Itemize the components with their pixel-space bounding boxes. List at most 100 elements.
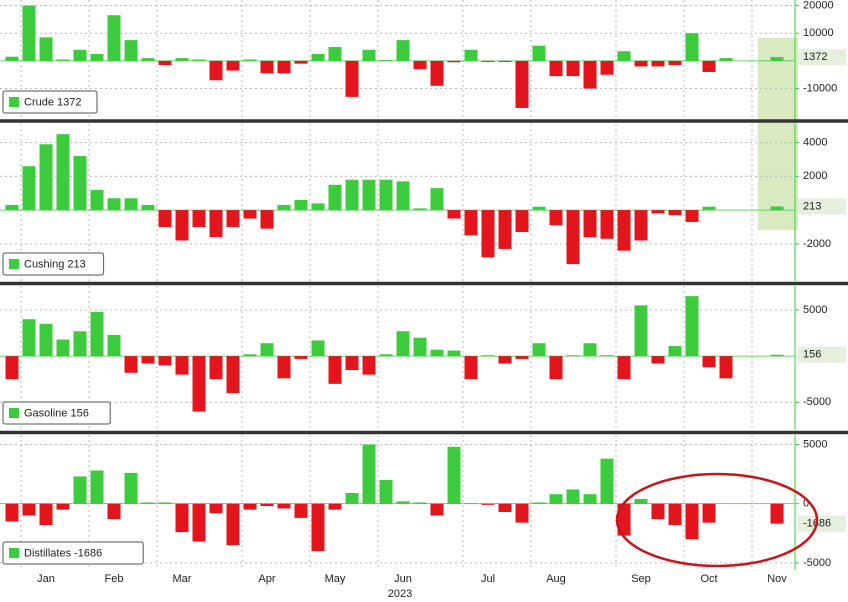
bar [73,331,87,357]
x-tick-label: Feb [105,573,124,585]
bar [396,181,410,211]
legend: Cushing 213 [2,252,105,276]
value-label-box [798,346,846,363]
bar [634,210,648,241]
bar [73,476,87,504]
bar [651,210,665,214]
bar [294,356,308,359]
bar [158,502,172,504]
bar [107,503,121,520]
bar [328,356,342,384]
bar [345,356,359,370]
bar [56,503,70,510]
bar [56,339,70,357]
legend: Distillates -1686 [2,541,144,565]
bar [464,210,478,236]
y-tick-label: 4000 [803,136,827,148]
bar [260,503,274,507]
bar [22,319,36,357]
bar [481,355,495,357]
bar [175,58,189,61]
bar [192,59,206,61]
bar [532,502,546,504]
bar [566,355,580,357]
bar [345,493,359,504]
bar [549,494,563,504]
legend-label: Cushing 213 [24,258,86,270]
bar [243,210,257,219]
bar [634,498,648,504]
bar [651,60,665,67]
bar [362,179,376,211]
bar [5,503,19,522]
bar [617,51,631,61]
bar [634,305,648,357]
bar [464,356,478,380]
bar [277,205,291,211]
bar [73,49,87,61]
bar [566,210,580,265]
bar [668,60,682,66]
bar [379,179,393,211]
bar [413,208,427,211]
bar [141,205,155,211]
bar [124,198,138,211]
bar [158,356,172,366]
legend-swatch [9,259,19,269]
bar [124,472,138,504]
bar [243,59,257,61]
bar [447,210,461,219]
bar [39,503,53,525]
bar [226,60,240,71]
bar [515,503,529,523]
legend-box [2,401,111,425]
bar [107,15,121,61]
bar [685,210,699,222]
bar [379,60,393,62]
bar [396,40,410,61]
bar [226,356,240,394]
y-tick-label: 5000 [803,304,827,316]
bar [90,311,104,357]
bar [770,57,784,61]
bar [685,33,699,61]
bar [5,56,19,61]
bar [532,45,546,61]
bar [770,206,784,211]
bar [685,296,699,357]
bar [617,503,631,536]
bar [668,346,682,357]
bar [600,458,614,504]
bar [328,184,342,211]
bar [634,60,648,67]
y-tick-label: 2000 [803,170,827,182]
bar [22,166,36,211]
bar [379,354,393,357]
legend-swatch [9,408,19,418]
bar [141,502,155,504]
x-tick-label: Apr [258,573,275,585]
bar [260,210,274,229]
bar [532,343,546,357]
bar [294,60,308,64]
bar [192,503,206,542]
x-tick-label: Jun [394,573,412,585]
value-label-box [798,49,846,66]
bar [56,59,70,61]
bar [124,356,138,373]
bar [583,210,597,238]
legend-swatch [9,97,19,107]
bar [362,444,376,504]
bar [345,60,359,97]
bar [549,356,563,380]
bar [532,206,546,211]
x-tick-label: Nov [767,573,787,585]
bar [498,503,512,512]
bar [668,503,682,525]
bar [362,49,376,61]
bar [175,503,189,533]
bar [464,503,478,505]
value-label: 213 [803,200,821,212]
